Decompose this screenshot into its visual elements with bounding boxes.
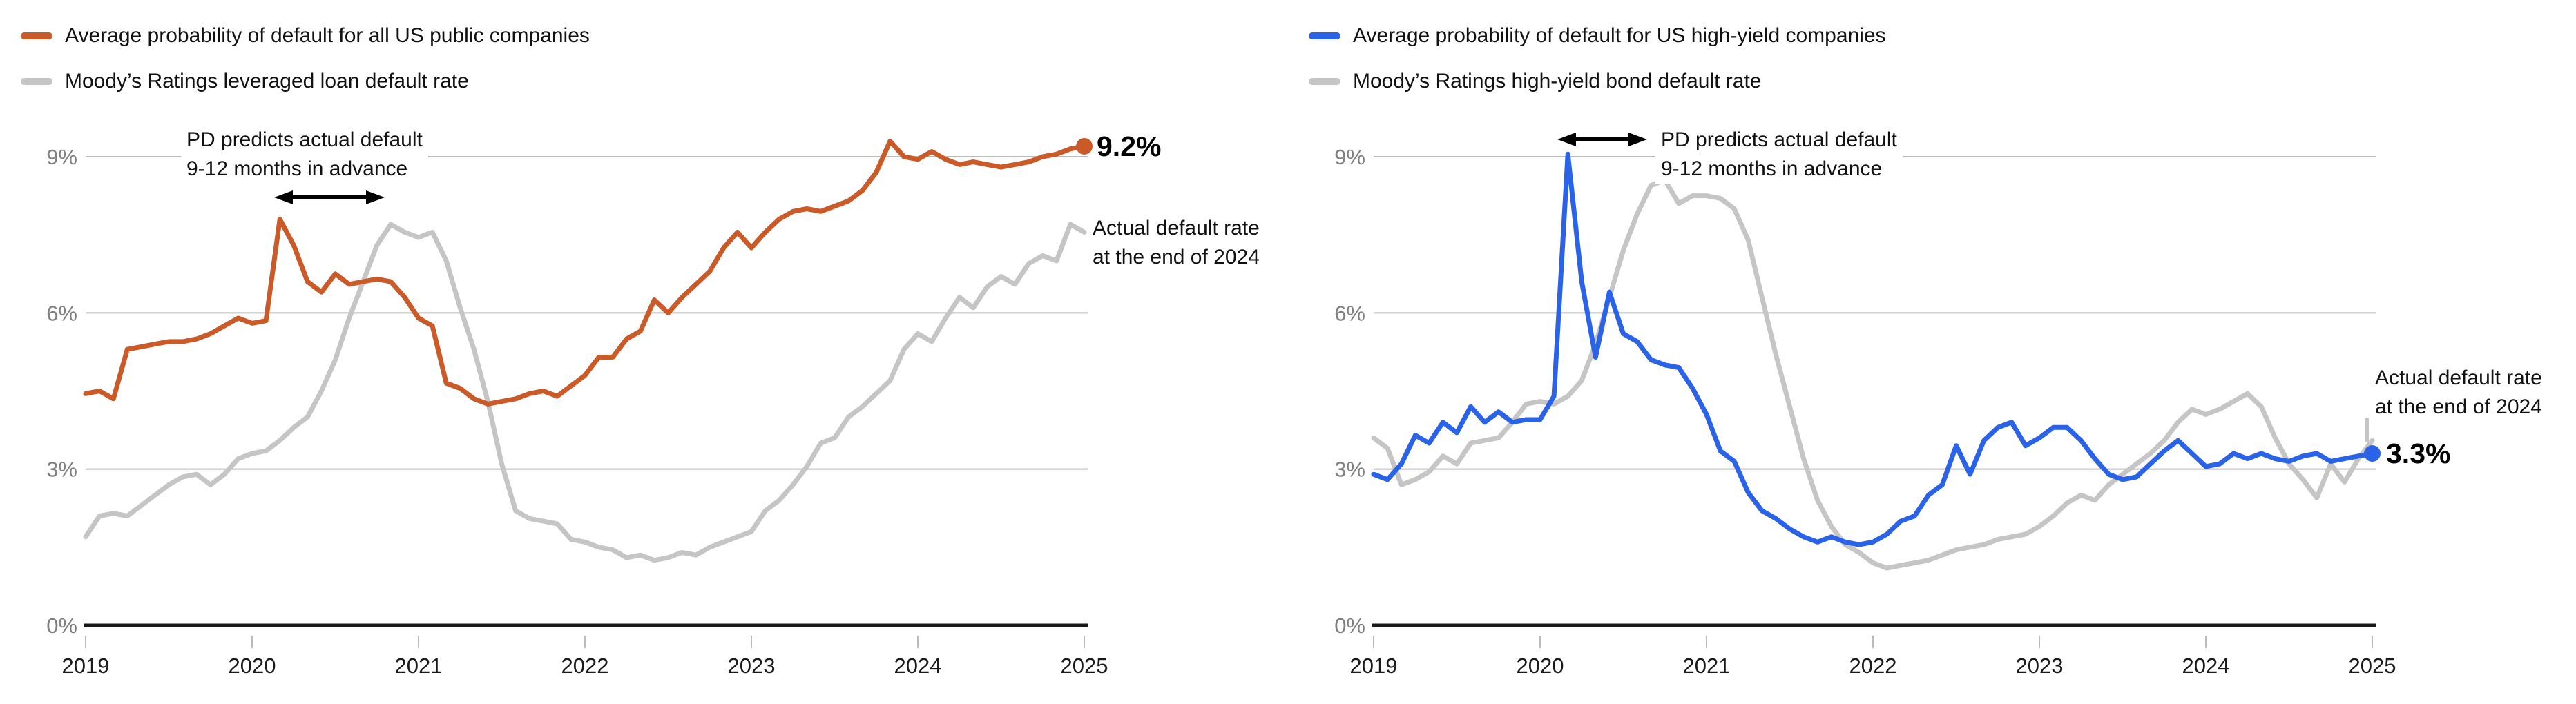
line-chart-us-high-yield: 2019 2020 2021 2022 2023 2024 2025 0% 3% 6% 9% bbox=[1334, 133, 2396, 678]
y-axis-label: 6% bbox=[46, 301, 77, 325]
series-line-1 bbox=[83, 222, 1087, 563]
lead-annotation-line2: 9-12 months in advance bbox=[1661, 157, 1883, 180]
series-line-1 bbox=[1371, 177, 2375, 571]
arrow-right-head-icon bbox=[366, 190, 385, 204]
series-end-dot bbox=[2364, 445, 2381, 462]
end-annotation: Actual default rate at the end of 2024 bbox=[1093, 214, 1260, 272]
lead-annotation: PD predicts actual default 9-12 months i… bbox=[1655, 126, 1903, 184]
x-axis-label: 2021 bbox=[395, 654, 443, 678]
x-axis-label: 2020 bbox=[229, 654, 276, 678]
x-axis-label: 2024 bbox=[894, 654, 942, 678]
series-line-0 bbox=[1371, 151, 2375, 547]
legend-swatch-orange-line bbox=[21, 32, 52, 39]
y-axis-label: 6% bbox=[1334, 301, 1365, 325]
y-axis-label: 3% bbox=[1334, 458, 1365, 482]
x-axis-label: 2025 bbox=[2349, 654, 2396, 678]
lead-annotation: PD predicts actual default 9-12 months i… bbox=[181, 126, 428, 184]
x-axis-label: 2023 bbox=[2016, 654, 2064, 678]
x-axis-label: 2019 bbox=[62, 654, 110, 678]
lead-annotation-line1: PD predicts actual default bbox=[186, 128, 423, 151]
arrow-left-head-icon bbox=[274, 190, 293, 204]
x-axis-label: 2019 bbox=[1350, 654, 1398, 678]
series-line-0 bbox=[83, 138, 1087, 407]
legend-item-moodys: Moody’s Ratings leveraged loan default r… bbox=[21, 66, 590, 97]
x-axis-label: 2022 bbox=[561, 654, 609, 678]
lead-annotation-line1: PD predicts actual default bbox=[1661, 128, 1897, 151]
legend-item-moodys: Moody’s Ratings high-yield bond default … bbox=[1309, 66, 1886, 97]
end-annotation-line2: at the end of 2024 bbox=[1093, 246, 1260, 268]
x-axis-label: 2022 bbox=[1849, 654, 1897, 678]
line-chart-us-public: 2019 2020 2021 2022 2023 2024 2025 0% 3% 6% 9% bbox=[46, 137, 1108, 678]
x-axis-label: 2020 bbox=[1517, 654, 1564, 678]
series-end-dot bbox=[1076, 137, 1093, 155]
end-annotation-line2: at the end of 2024 bbox=[2375, 395, 2542, 418]
legend: Average probability of default for all U… bbox=[21, 21, 590, 97]
legend-label: Moody’s Ratings high-yield bond default … bbox=[1353, 70, 1762, 92]
x-axis-label: 2025 bbox=[1061, 654, 1108, 678]
y-axis-label: 0% bbox=[1334, 614, 1365, 638]
legend-swatch-gray-line bbox=[1309, 78, 1340, 85]
end-value-label: 9.2% bbox=[1097, 130, 1162, 162]
arrow-right-head-icon bbox=[1628, 133, 1647, 146]
legend-label: Average probability of default for US hi… bbox=[1353, 24, 1886, 47]
x-axis-label: 2024 bbox=[2182, 654, 2230, 678]
end-annotation-line1: Actual default rate bbox=[1093, 217, 1260, 239]
y-axis-label: 9% bbox=[1334, 145, 1365, 169]
y-axis-label: 0% bbox=[46, 614, 77, 638]
legend-swatch-blue-line bbox=[1309, 32, 1340, 39]
legend-item-pd: Average probability of default for all U… bbox=[21, 21, 590, 51]
end-annotation: Actual default rate at the end of 2024 bbox=[2375, 364, 2542, 422]
legend: Average probability of default for US hi… bbox=[1309, 21, 1886, 97]
chart-panel-us-public: 2019 2020 2021 2022 2023 2024 2025 0% 3% 6% 9% Ave… bbox=[21, 21, 1260, 678]
legend-item-pd: Average probability of default for US hi… bbox=[1309, 21, 1886, 51]
x-axis-label: 2021 bbox=[1683, 654, 1731, 678]
arrow-left-head-icon bbox=[1557, 133, 1576, 146]
end-value-label: 3.3% bbox=[2386, 438, 2451, 469]
legend-label: Average probability of default for all U… bbox=[65, 24, 590, 47]
y-axis-label: 3% bbox=[46, 458, 77, 482]
legend-label: Moody’s Ratings leveraged loan default r… bbox=[65, 70, 469, 92]
end-annotation-line1: Actual default rate bbox=[2375, 366, 2542, 389]
legend-swatch-gray-line bbox=[21, 78, 52, 85]
y-axis-label: 9% bbox=[46, 145, 77, 169]
lead-annotation-line2: 9-12 months in advance bbox=[186, 157, 408, 180]
x-axis-label: 2023 bbox=[728, 654, 776, 678]
chart-panel-us-high-yield: 2019 2020 2021 2022 2023 2024 2025 0% 3% 6% 9% Ave… bbox=[1288, 0, 2576, 704]
